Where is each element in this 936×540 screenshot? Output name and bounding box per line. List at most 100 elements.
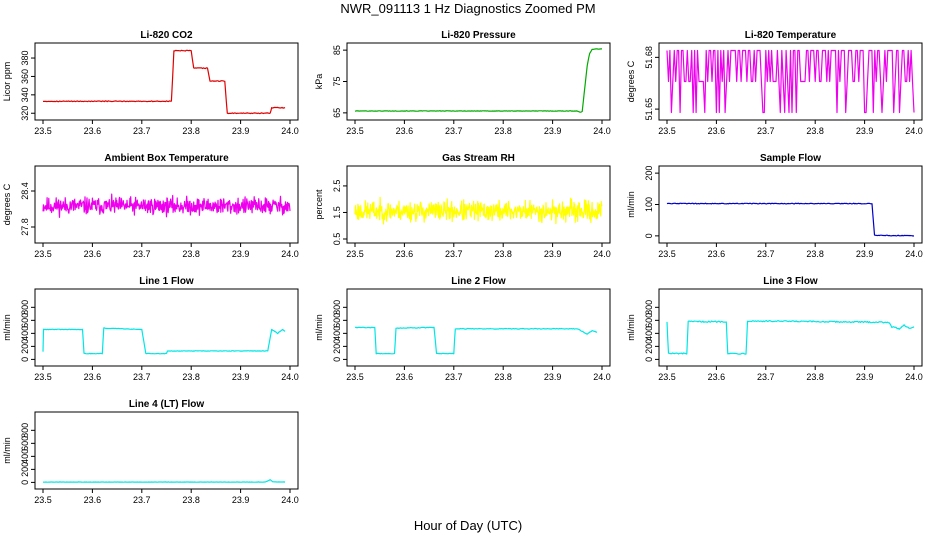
x-tick-label: 23.5 [34, 495, 52, 505]
y-tick-label: 800 [20, 423, 30, 438]
y-tick-label: 51.65 [644, 98, 654, 121]
x-tick-label: 23.6 [84, 126, 102, 136]
x-tick-label: 23.7 [757, 372, 775, 382]
y-tick-label: 200 [644, 166, 654, 181]
y-tick-label: 400 [20, 449, 30, 464]
series-line [666, 49, 915, 114]
x-tick-label: 23.6 [708, 372, 726, 382]
x-tick-label: 23.8 [494, 372, 512, 382]
x-tick-label: 23.7 [133, 249, 151, 259]
x-tick-label: 23.9 [232, 495, 250, 505]
x-tick-label: 23.5 [658, 126, 676, 136]
y-tick-label: 400 [644, 326, 654, 341]
x-tick-label: 23.9 [856, 372, 874, 382]
y-tick-label: 0 [332, 357, 342, 362]
series-line [666, 202, 915, 237]
plot-frame [34, 165, 299, 244]
y-axis-label: ml/min [626, 314, 636, 341]
figure-title: NWR_091113 1 Hz Diagnostics Zoomed PM [340, 1, 596, 16]
x-tick-label: 24.0 [905, 372, 923, 382]
y-axis-label: degrees C [626, 60, 636, 102]
y-tick-label: 200 [20, 462, 30, 477]
y-tick-label: 75 [332, 76, 342, 86]
x-tick-label: 23.5 [34, 126, 52, 136]
x-tick-label: 23.9 [544, 249, 562, 259]
plot-frame [658, 288, 923, 367]
x-tick-label: 23.6 [84, 372, 102, 382]
panel-title: Ambient Box Temperature [104, 153, 229, 164]
plot-frame [346, 165, 611, 244]
x-tick-label: 24.0 [281, 372, 299, 382]
y-tick-label: 100 [644, 197, 654, 212]
x-tick-label: 23.9 [232, 372, 250, 382]
x-tick-label: 23.8 [182, 495, 200, 505]
x-tick-label: 23.8 [494, 249, 512, 259]
x-tick-label: 23.8 [182, 126, 200, 136]
x-tick-label: 23.7 [445, 372, 463, 382]
x-tick-label: 23.6 [84, 495, 102, 505]
plot-frame [34, 42, 299, 121]
panel-title: Line 2 Flow [451, 276, 506, 287]
x-tick-label: 24.0 [593, 126, 611, 136]
y-tick-label: 28.4 [20, 182, 30, 200]
x-tick-label: 24.0 [905, 126, 923, 136]
x-tick-label: 23.9 [856, 249, 874, 259]
x-tick-label: 23.6 [396, 126, 414, 136]
series-line [354, 326, 598, 355]
y-tick-label: 600 [644, 313, 654, 328]
y-tick-label: 51.68 [644, 46, 654, 69]
panel-title: Li-820 CO2 [140, 30, 193, 41]
y-tick-label: 1.5 [332, 206, 342, 219]
x-tick-label: 23.5 [346, 372, 364, 382]
y-tick-label: 85 [332, 45, 342, 55]
y-tick-label: 320 [20, 106, 30, 121]
y-tick-label: 600 [332, 313, 342, 328]
panel-title: Li-820 Temperature [745, 30, 837, 41]
plot-frame [34, 288, 299, 367]
x-tick-label: 24.0 [593, 372, 611, 382]
y-tick-label: 0 [20, 357, 30, 362]
x-tick-label: 24.0 [281, 495, 299, 505]
x-axis-label: Hour of Day (UTC) [413, 518, 523, 533]
series-line [666, 320, 915, 355]
x-tick-label: 23.7 [133, 495, 151, 505]
x-tick-label: 23.9 [544, 372, 562, 382]
x-tick-label: 23.5 [34, 372, 52, 382]
y-tick-label: 600 [20, 313, 30, 328]
panel-title: Line 4 (LT) Flow [129, 399, 205, 410]
y-tick-label: 200 [20, 339, 30, 354]
y-tick-label: 0 [644, 233, 654, 238]
y-tick-label: 800 [644, 300, 654, 315]
series-line [354, 48, 602, 113]
x-tick-label: 23.8 [806, 126, 824, 136]
x-tick-label: 23.9 [232, 126, 250, 136]
x-tick-label: 23.7 [133, 372, 151, 382]
plot-frame [34, 411, 299, 490]
x-tick-label: 23.6 [708, 249, 726, 259]
series-line [354, 196, 603, 225]
x-tick-label: 24.0 [593, 249, 611, 259]
y-tick-label: 0 [20, 480, 30, 485]
x-tick-label: 23.8 [182, 372, 200, 382]
panel-title: Sample Flow [760, 153, 821, 164]
y-tick-label: 340 [20, 87, 30, 102]
y-tick-label: 400 [332, 326, 342, 341]
x-tick-label: 23.7 [757, 249, 775, 259]
y-axis-label: ml/min [314, 314, 324, 341]
y-axis-label: ml/min [2, 314, 12, 341]
y-tick-label: 400 [20, 326, 30, 341]
plot-frame [658, 42, 923, 121]
series-line [42, 327, 286, 355]
y-axis-label: ml/min [626, 191, 636, 218]
plot-frame [346, 42, 611, 121]
y-tick-label: 0 [644, 357, 654, 362]
y-tick-label: 2.5 [332, 180, 342, 193]
x-tick-label: 23.8 [494, 126, 512, 136]
x-tick-label: 23.5 [658, 372, 676, 382]
panel-title: Line 1 Flow [139, 276, 194, 287]
x-tick-label: 23.6 [396, 372, 414, 382]
x-tick-label: 23.6 [84, 249, 102, 259]
y-axis-label: degrees C [2, 183, 12, 225]
y-tick-label: 380 [20, 51, 30, 66]
x-tick-label: 24.0 [905, 249, 923, 259]
